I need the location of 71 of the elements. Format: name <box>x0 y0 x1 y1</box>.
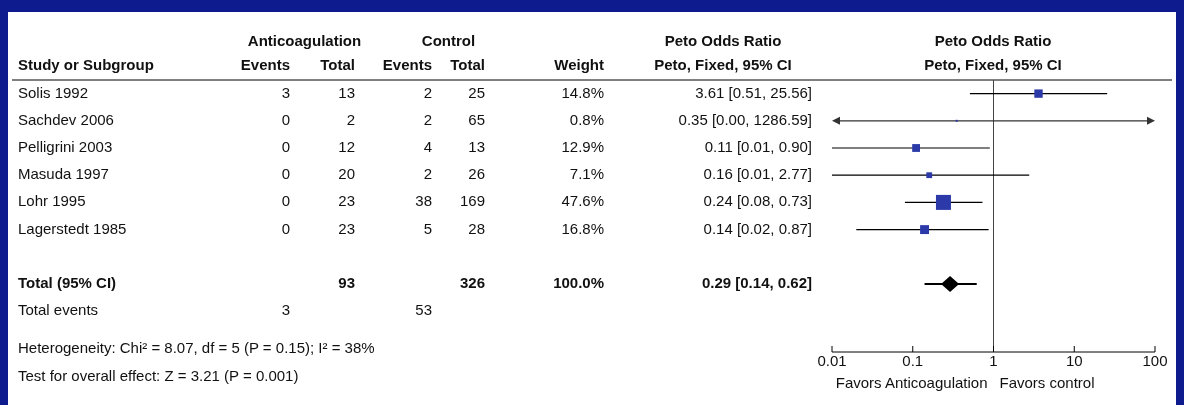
data-label: 169 <box>459 192 485 210</box>
data-label: 0 <box>281 137 290 155</box>
data-label: 0.8% <box>569 110 604 128</box>
data-label: 0 <box>281 165 290 183</box>
category-label: Lagerstedt 1985 <box>18 219 127 237</box>
data-label: 0.35 [0.00, 1286.59] <box>678 110 812 128</box>
category-label: Total (95% CI) <box>18 273 117 291</box>
text: Weight <box>554 55 604 73</box>
text: Heterogeneity: Chi² = 8.07, df = 5 (P = 0.15); I² = 38% <box>18 338 375 356</box>
text: Events <box>382 55 432 73</box>
data-label: 26 <box>468 165 485 183</box>
chart-subtitle: Peto, Fixed, 95% CI <box>924 55 1062 73</box>
text: Total <box>450 55 485 73</box>
x-tick-label: 100 <box>1142 351 1168 369</box>
text: Study or Subgroup <box>18 55 154 73</box>
data-label: 0.16 [0.01, 2.77] <box>703 165 812 183</box>
data-label: 0.11 [0.01, 0.90] <box>704 137 812 155</box>
data-label: 7.1% <box>569 165 604 183</box>
x-tick-label: 1 <box>989 351 998 369</box>
text: Anticoagulation <box>247 31 362 49</box>
x-tick-label: 10 <box>1065 351 1083 369</box>
text: Favors Anticoagulation <box>835 373 988 391</box>
category-label: Sachdev 2006 <box>18 110 114 128</box>
data-label: 13 <box>468 137 485 155</box>
text: Peto, Fixed, 95% CI <box>654 55 792 73</box>
data-label: 13 <box>338 83 355 101</box>
data-label: 3.61 [0.51, 25.56] <box>695 83 812 101</box>
data-label: 0.29 [0.14, 0.62] <box>701 273 812 291</box>
data-label: 25 <box>468 83 485 101</box>
data-label: 12.9% <box>561 137 604 155</box>
category-label: Lohr 1995 <box>18 192 86 210</box>
data-label: 28 <box>468 219 485 237</box>
data-label: 4 <box>423 137 432 155</box>
text: Total <box>320 55 355 73</box>
data-label: 53 <box>415 301 432 319</box>
category-label: Solis 1992 <box>18 83 89 101</box>
category-label: Masuda 1997 <box>18 165 109 183</box>
x-tick-label: 0.1 <box>902 351 924 369</box>
data-label: 20 <box>338 165 355 183</box>
category-label: Total events <box>18 301 99 319</box>
chart-title: Peto Odds Ratio <box>934 31 1052 49</box>
data-label: 100.0% <box>553 273 604 291</box>
data-label: 12 <box>338 137 355 155</box>
data-label: 3 <box>281 301 290 319</box>
data-label: 38 <box>415 192 432 210</box>
data-label: 2 <box>423 83 432 101</box>
category-label: Pelligrini 2003 <box>18 137 113 155</box>
data-label: 0 <box>281 192 290 210</box>
data-label: 16.8% <box>561 219 604 237</box>
text: Control <box>421 31 476 49</box>
data-label: 23 <box>338 219 355 237</box>
data-label: 0 <box>281 110 290 128</box>
data-label: 2 <box>346 110 355 128</box>
data-label: 0 <box>281 219 290 237</box>
data-label: 0.24 [0.08, 0.73] <box>703 192 812 210</box>
data-label: 23 <box>338 192 355 210</box>
data-label: 93 <box>338 273 355 291</box>
data-label: 326 <box>459 273 485 291</box>
data-label: 65 <box>468 110 485 128</box>
text: Events <box>240 55 290 73</box>
data-label: 5 <box>423 219 432 237</box>
text: Favors control <box>999 373 1095 391</box>
data-label: 14.8% <box>561 83 604 101</box>
text: Test for overall effect: Z = 3.21 (P = 0.001) <box>18 366 299 384</box>
text: Peto Odds Ratio <box>664 31 782 49</box>
data-label: 2 <box>423 110 432 128</box>
data-label: 3 <box>281 83 290 101</box>
data-label: 47.6% <box>561 192 604 210</box>
data-label: 0.14 [0.02, 0.87] <box>703 219 812 237</box>
x-tick-label: 0.01 <box>817 351 847 369</box>
data-label: 2 <box>423 165 432 183</box>
